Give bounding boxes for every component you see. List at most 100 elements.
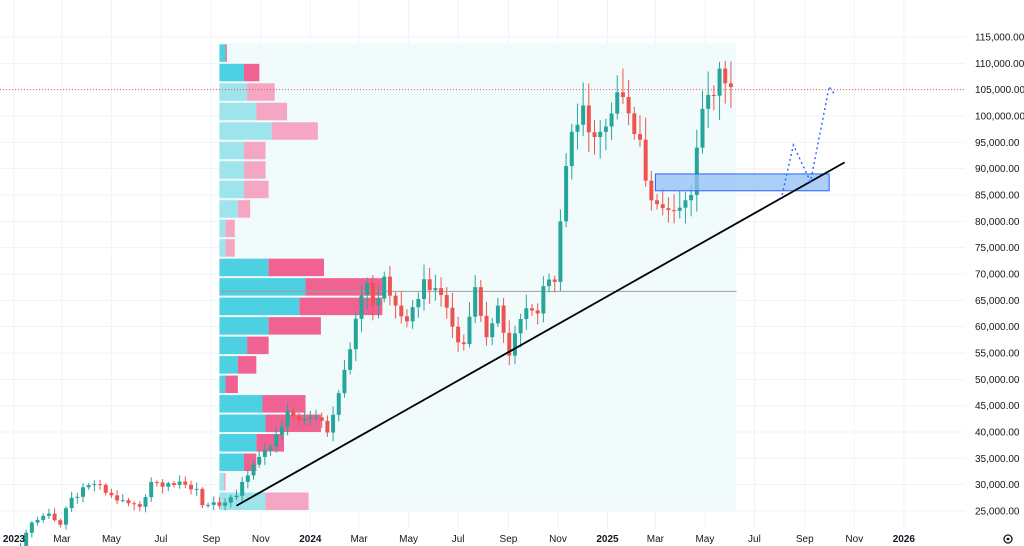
volume-profile-sell-bar <box>265 414 321 433</box>
x-tick-label: Nov <box>549 534 567 545</box>
candle-down <box>552 279 557 282</box>
y-tick-label: 75,000.00 <box>975 243 1020 254</box>
candle-up <box>598 131 603 138</box>
candle-up <box>706 94 711 109</box>
x-tick-label: Jul <box>155 534 168 545</box>
candle-down <box>501 305 506 333</box>
volume-profile-sell-bar <box>265 492 309 510</box>
candle-down <box>655 200 660 205</box>
candle-up <box>194 488 199 490</box>
volume-profile-sell-bar <box>225 375 238 394</box>
candle-down <box>672 210 677 212</box>
candle-down <box>586 105 591 133</box>
candle-up <box>81 487 86 497</box>
candle-up <box>473 287 478 317</box>
candle-up <box>302 418 307 421</box>
x-tick-label: Jul <box>452 534 465 545</box>
candle-up <box>416 299 421 308</box>
x-tick-label: Sep <box>500 534 518 545</box>
candle-down <box>217 502 222 506</box>
volume-profile-buy-bar <box>219 141 245 160</box>
gear-icon-ring <box>1003 534 1013 544</box>
candle-up <box>342 369 347 394</box>
x-tick-label: May <box>695 534 714 545</box>
y-tick-label: 55,000.00 <box>975 349 1020 360</box>
x-tick-label: 2024 <box>299 534 322 545</box>
candle-down <box>660 204 665 209</box>
volume-profile-sell-bar <box>225 219 235 238</box>
candle-up <box>683 200 688 208</box>
candle-down <box>52 513 57 521</box>
volume-profile-buy-bar <box>219 278 306 296</box>
y-axis: 25,000.00 30,000.00 35,000.00 40,000.00 45,0… <box>975 33 1024 518</box>
volume-profile-buy-bar <box>219 297 300 316</box>
volume-profile-sell-bar <box>225 44 227 62</box>
volume-profile-buy-bar <box>219 258 269 277</box>
y-tick-label: 30,000.00 <box>975 480 1020 491</box>
candle-down <box>404 316 409 322</box>
candle-up <box>541 286 546 314</box>
candle-down <box>723 68 728 84</box>
candle-up <box>268 446 273 450</box>
candle-down <box>427 279 432 291</box>
candle-up <box>365 282 370 296</box>
volume-profile-sell-bar <box>268 317 321 335</box>
candle-up <box>262 449 267 457</box>
volume-profile-sell-bar <box>244 63 260 82</box>
candle-down <box>529 308 534 311</box>
y-tick-label: 65,000.00 <box>975 296 1020 307</box>
candle-up <box>512 333 517 356</box>
candle-down <box>171 483 176 485</box>
settings-icon[interactable] <box>1003 534 1013 544</box>
volume-profile-sell-bar <box>299 297 383 316</box>
y-tick-label: 70,000.00 <box>975 270 1020 281</box>
candle-up <box>615 92 620 114</box>
candle-up <box>251 464 256 476</box>
candle-down <box>484 315 489 338</box>
candle-up <box>240 481 245 496</box>
candle-up <box>86 485 91 488</box>
candle-up <box>433 288 438 291</box>
candle-up <box>143 497 148 507</box>
candle-up <box>308 417 313 419</box>
candle-up <box>46 513 51 516</box>
volume-profile-buy-bar <box>219 473 225 491</box>
candles <box>18 60 733 546</box>
x-tick-label: May <box>399 534 418 545</box>
candle-down <box>399 305 404 317</box>
volume-profile-sell-bar <box>268 258 324 277</box>
x-tick-label: Jul <box>748 534 761 545</box>
volume-profile-sell-bar <box>237 356 257 374</box>
candle-up <box>422 279 427 300</box>
candle-up <box>279 426 284 435</box>
x-tick-label: 2026 <box>893 534 916 545</box>
candle-up <box>694 147 699 195</box>
candle-up <box>92 484 97 486</box>
y-tick-label: 60,000.00 <box>975 322 1020 333</box>
candle-up <box>359 295 364 319</box>
candle-up <box>348 349 353 370</box>
candle-up <box>223 502 228 506</box>
candle-up <box>581 105 586 125</box>
volume-profile-buy-bar <box>219 434 257 452</box>
volume-profile-sell-bar <box>244 161 266 179</box>
candle-up <box>29 522 34 533</box>
candle-up <box>700 108 705 148</box>
candle-up <box>257 456 262 465</box>
candle-down <box>649 180 654 201</box>
volume-profile-sell-bar <box>262 395 306 413</box>
candle-down <box>507 332 512 356</box>
candle-down <box>325 420 330 433</box>
candle-up <box>75 496 80 498</box>
y-tick-label: 85,000.00 <box>975 191 1020 202</box>
candle-down <box>387 276 392 296</box>
y-tick-label: 35,000.00 <box>975 454 1020 465</box>
candle-down <box>535 310 540 314</box>
volume-profile-area <box>219 43 737 511</box>
candle-up <box>149 482 154 498</box>
candle-down <box>711 94 716 96</box>
volume-profile-sell-bar <box>247 83 275 101</box>
y-tick-label: 105,000.00 <box>975 85 1024 96</box>
